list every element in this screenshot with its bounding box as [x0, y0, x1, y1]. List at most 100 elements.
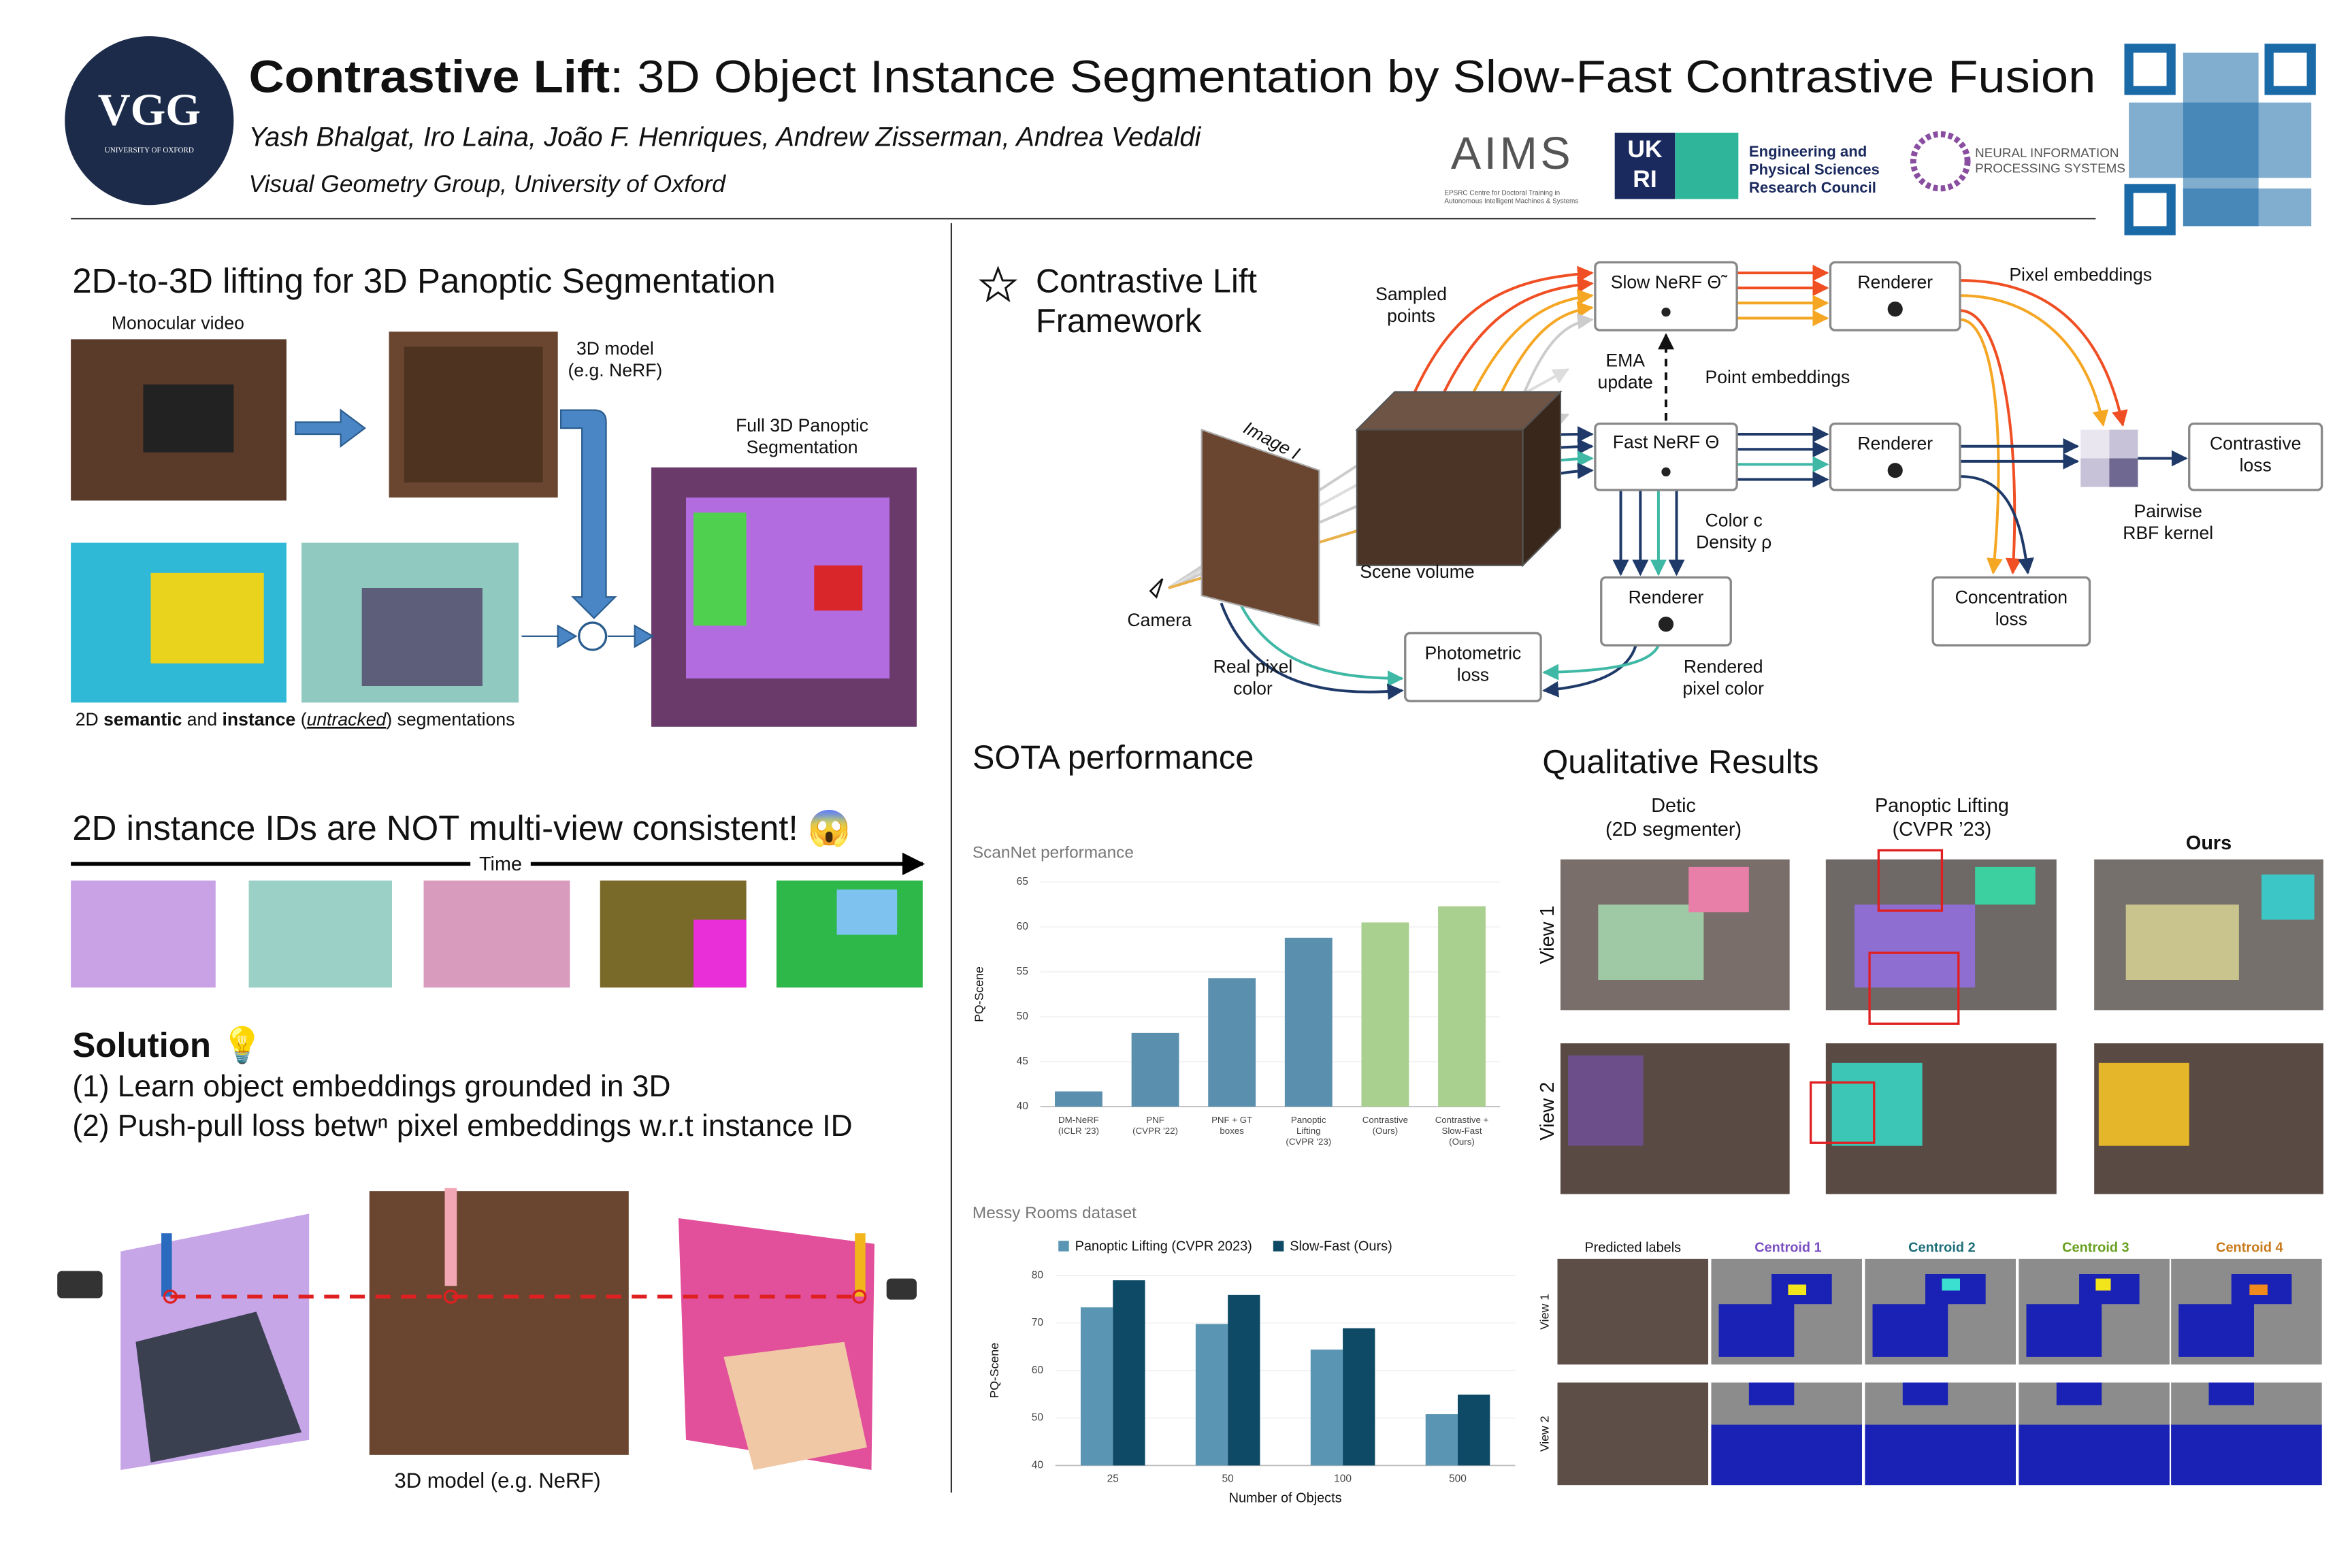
node-label: Concentration loss: [1955, 587, 2068, 630]
bar: [1113, 1280, 1145, 1466]
y-tick-label: 65: [1017, 876, 1028, 887]
neurips-logo: [1910, 131, 1971, 192]
text-line: boxes: [1220, 1125, 1244, 1135]
diagram-label: EMA update: [1598, 350, 1653, 393]
bar: [1195, 1324, 1228, 1466]
caption-part: semantic: [103, 709, 182, 730]
text-line: Physical Sciences: [1749, 161, 1880, 178]
column-label: Centroid 2: [1908, 1241, 1976, 1256]
text-line: Panoptic Lifting: [1875, 795, 2009, 817]
legend-label: Slow-Fast (Ours): [1290, 1239, 1392, 1254]
arrow: [521, 624, 578, 649]
column-label: Centroid 4: [2216, 1241, 2283, 1256]
text-line: Research Council: [1749, 179, 1876, 196]
photo: [143, 384, 234, 453]
text-line: DM-NeRF: [1058, 1115, 1099, 1125]
time-label: Time: [479, 853, 522, 875]
camera-icon: [1149, 578, 1164, 599]
text-line: (CVPR ’23): [1893, 818, 1992, 840]
text-line: points: [1387, 306, 1435, 326]
point: [443, 1289, 458, 1304]
text-line: (ICLR '23): [1058, 1125, 1099, 1135]
y-tick-label: 60: [1032, 1365, 1044, 1376]
label-bg: [470, 853, 531, 875]
text-line: PNF + GT: [1211, 1115, 1252, 1125]
text-line: Sampled: [1375, 284, 1447, 304]
qualitative-images: [1560, 849, 2323, 1194]
x-tick-label: 100: [1334, 1473, 1352, 1484]
camera-icon: [886, 1278, 917, 1300]
scene-volume: [1522, 390, 1562, 568]
embedding-bar: [444, 1188, 457, 1286]
text-line: EMA: [1605, 350, 1645, 371]
text-line: (2D segmenter): [1605, 818, 1742, 840]
x-tick-label: DM-NeRF (ICLR '23): [1058, 1115, 1099, 1136]
bar: [1208, 978, 1256, 1107]
diagram-label: Pixel embeddings: [2009, 264, 2152, 284]
section-heading: Contrastive Lift Framework: [1036, 263, 1257, 339]
diagram-label: Point embeddings: [1705, 367, 1850, 387]
caption-part: 2D: [76, 709, 103, 730]
x-tick-label: PNF (CVPR '22): [1132, 1115, 1178, 1136]
section-heading: Qualitative Results: [1542, 744, 1818, 781]
section-heading: Solution 💡: [72, 1025, 263, 1065]
y-axis-label: PQ-Scene: [987, 1343, 1001, 1399]
bar: [1438, 906, 1486, 1107]
text-line: Contrastive +: [1435, 1115, 1489, 1125]
input-image: [1200, 428, 1320, 627]
legend-swatch: [1273, 1241, 1284, 1252]
y-tick-label: 80: [1032, 1269, 1044, 1281]
column-label: Centroid 1: [1754, 1241, 1822, 1256]
text-line: Concentration: [1955, 587, 2068, 608]
diagram-box: [2188, 422, 2323, 491]
diagram-label: Scene volume: [1360, 561, 1474, 582]
kernel-cell: [2109, 458, 2138, 487]
caption-part: ) segmentations: [386, 709, 514, 730]
chart-title: Messy Rooms dataset: [973, 1204, 1137, 1222]
section-heading: SOTA performance: [973, 739, 1254, 776]
y-axis-label: PQ-Scene: [973, 966, 986, 1022]
photo: [814, 565, 863, 611]
bar: [1343, 1328, 1375, 1466]
diagram-label: Real pixel color: [1213, 656, 1293, 698]
photo: [361, 588, 483, 686]
ukri-text: UK: [1627, 135, 1663, 163]
node-label: Slow NeRF Θ̃: [1611, 272, 1727, 293]
embedding-bar: [855, 1233, 866, 1297]
text-line: pixel color: [1682, 678, 1764, 698]
legend-label: Panoptic Lifting (CVPR 2023): [1075, 1239, 1252, 1254]
image-label: 3D model (e.g. NeRF): [394, 1469, 600, 1492]
logo: [65, 36, 234, 206]
diagram-label: Pairwise RBF kernel: [2123, 501, 2213, 543]
bar: [1310, 1350, 1343, 1466]
y-tick-label: 55: [1017, 966, 1028, 977]
diagram-box: [1600, 576, 1732, 647]
node-label: Photometric loss: [1425, 642, 1522, 685]
text-line: Real pixel: [1213, 656, 1293, 676]
section-heading: 2D-to-3D lifting for 3D Panoptic Segment…: [72, 261, 775, 300]
caption-part: untracked: [307, 709, 387, 730]
x-axis-label: Number of Objects: [1229, 1490, 1342, 1505]
diagram-label: Sampled points: [1375, 284, 1447, 326]
y-tick-label: 50: [1017, 1011, 1029, 1022]
text-line: 3D model: [576, 338, 654, 359]
x-tick-label: PNF + GT boxes: [1211, 1115, 1252, 1136]
aims-logo: AIMS: [1451, 129, 1573, 179]
x-tick-label: Panoptic Lifting (CVPR '23): [1286, 1115, 1331, 1147]
image-label: Monocular video: [112, 312, 244, 333]
diagram-box: [1594, 261, 1738, 331]
y-tick-label: 45: [1017, 1056, 1028, 1067]
text-line: Density ρ: [1696, 532, 1771, 552]
text-line: Slow-Fast: [1441, 1125, 1482, 1135]
x-tick-label: Contrastive + Slow-Fast (Ours): [1435, 1115, 1489, 1147]
caption-part: and: [182, 709, 222, 730]
title: Contrastive Lift: 3D Object Instance Seg…: [249, 52, 2096, 102]
image-label: 3D model (e.g. NeRF): [568, 338, 662, 380]
text-line: (Ours): [1373, 1125, 1399, 1135]
x-tick-label: Contrastive (Ours): [1362, 1115, 1408, 1136]
text-line: Color c: [1705, 510, 1763, 531]
solution-point: (2) Push-pull loss betwⁿ pixel embedding…: [72, 1109, 852, 1143]
kernel-cell: [2109, 429, 2138, 459]
arrow: [560, 409, 617, 619]
column-label: Predicted labels: [1584, 1241, 1681, 1256]
